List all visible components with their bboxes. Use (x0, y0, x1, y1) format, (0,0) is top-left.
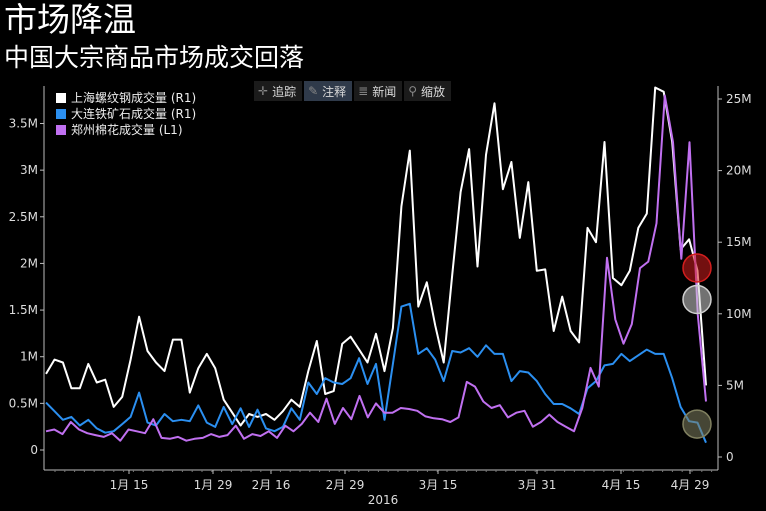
track-button[interactable]: ✛ 追踪 (254, 81, 303, 101)
x-axis-year-label: 2016 (368, 493, 399, 507)
left-tick-label: 0 (30, 443, 38, 457)
page-subtitle: 中国大宗商品市场成交回落 (4, 43, 305, 72)
annotate-button[interactable]: ✎ 注释 (304, 81, 353, 101)
legend-label: 大连铁矿石成交量 (R1) (71, 107, 197, 121)
x-tick-label: 3月 31 (518, 478, 557, 492)
legend-item-cotton[interactable]: 郑州棉花成交量 (L1) (56, 122, 196, 138)
zoom-button[interactable]: ⚲ 缩放 (404, 81, 452, 101)
track-label: 追踪 (272, 84, 297, 99)
x-tick-label: 4月 29 (671, 478, 710, 492)
left-tick-label: 3M (20, 163, 38, 177)
annotation-circle-2 (682, 409, 712, 439)
chart-annotations (682, 253, 712, 439)
left-tick-label: 0.5M (9, 396, 38, 410)
pencil-icon: ✎ (308, 84, 319, 98)
x-tick-label: 1月 15 (110, 478, 149, 492)
news-icon: ≣ (358, 84, 369, 98)
x-tick-label: 4月 15 (602, 478, 641, 492)
right-tick-label: 5M (726, 378, 744, 392)
series-line-1 (45, 302, 707, 444)
right-tick-label: 0 (726, 450, 734, 464)
chart-axes: 0 0.5M 1M 1.5M 2M 2.5M 3M 3.5M 0 5M 10M 15M 20M 25M 1月… (9, 86, 752, 507)
news-button[interactable]: ≣ 新闻 (354, 81, 403, 101)
left-tick-label: 3.5M (9, 117, 38, 131)
annotation-circle-1 (682, 284, 712, 315)
annotate-label: 注释 (322, 84, 347, 99)
right-tick-label: 15M (726, 235, 752, 249)
page-title: 市场降温 (4, 0, 136, 39)
legend-label: 上海螺纹钢成交量 (R1) (71, 91, 197, 105)
legend-label: 郑州棉花成交量 (L1) (71, 123, 183, 137)
annotation-circle-0 (682, 253, 712, 283)
left-tick-label: 1.5M (9, 303, 38, 317)
left-tick-label: 2M (20, 256, 38, 270)
legend-swatch (56, 109, 66, 119)
zoom-icon: ⚲ (408, 84, 418, 98)
x-tick-label: 2月 16 (252, 478, 291, 492)
news-label: 新闻 (372, 84, 397, 99)
left-tick-label: 1M (20, 350, 38, 364)
right-tick-label: 20M (726, 164, 752, 178)
chart-toolbar: ✛ 追踪 ✎ 注释 ≣ 新闻 ⚲ 缩放 (254, 81, 452, 101)
zoom-label: 缩放 (421, 84, 446, 99)
x-tick-label: 1月 29 (194, 478, 233, 492)
left-tick-label: 2.5M (9, 210, 38, 224)
chart-legend: 上海螺纹钢成交量 (R1) 大连铁矿石成交量 (R1) 郑州棉花成交量 (L1) (52, 88, 203, 141)
x-tick-label: 3月 15 (419, 478, 458, 492)
chart-series (45, 86, 707, 444)
legend-item-rebar[interactable]: 上海螺纹钢成交量 (R1) (56, 90, 196, 106)
series-line-2 (45, 94, 707, 442)
right-tick-label: 25M (726, 92, 752, 106)
series-line-0 (45, 86, 707, 427)
crosshair-icon: ✛ (258, 84, 269, 98)
legend-swatch (56, 93, 66, 103)
x-tick-label: 2月 29 (326, 478, 365, 492)
right-tick-label: 10M (726, 307, 752, 321)
legend-swatch (56, 125, 66, 135)
legend-item-iron-ore[interactable]: 大连铁矿石成交量 (R1) (56, 106, 196, 122)
